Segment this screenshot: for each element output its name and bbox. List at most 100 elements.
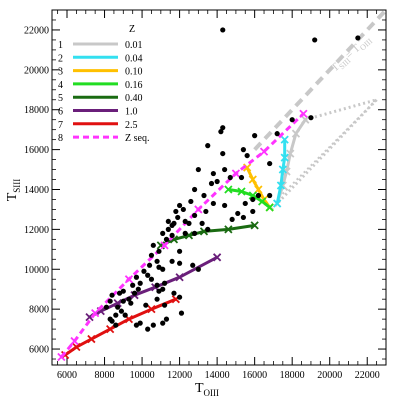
data-point	[235, 210, 241, 217]
data-point	[160, 230, 166, 236]
data-point	[176, 202, 183, 209]
y-axis-title-subscript: SIII	[12, 179, 22, 193]
model-marker-6	[85, 312, 94, 322]
data-point	[252, 133, 258, 139]
model-marker-2	[280, 153, 289, 162]
data-point	[289, 117, 295, 123]
model-marker-5	[224, 225, 233, 234]
data-point	[137, 280, 143, 286]
data-point	[173, 208, 179, 215]
data-point	[130, 282, 136, 288]
data-point	[308, 115, 314, 121]
x-tick-label: 16000	[242, 370, 267, 381]
data-point	[240, 147, 246, 153]
gray-dotted-extension	[270, 98, 378, 211]
model-marker-4	[224, 185, 233, 194]
model-marker-2	[273, 199, 282, 208]
data-point	[163, 316, 170, 322]
data-point	[222, 166, 228, 173]
model-marker-2	[276, 181, 286, 190]
y-tick-label: 22000	[24, 25, 49, 36]
data-point	[192, 186, 198, 193]
data-point	[250, 208, 256, 215]
data-point	[220, 150, 226, 157]
data-point	[244, 152, 250, 159]
data-point	[148, 252, 155, 258]
data-point	[171, 290, 177, 296]
data-point	[163, 236, 170, 242]
model-marker-8	[124, 275, 134, 284]
x-axis-title: TOIII	[195, 381, 219, 398]
data-point	[145, 326, 151, 332]
legend-number: 8	[58, 133, 63, 144]
x-axis-title-subscript: OIII	[204, 388, 220, 398]
model-marker-8	[299, 109, 308, 118]
data-point	[133, 274, 140, 280]
data-point	[220, 27, 226, 33]
legend-number: 2	[58, 53, 63, 64]
data-point	[109, 318, 115, 324]
data-point	[208, 180, 215, 187]
data-point	[210, 170, 216, 177]
model-marker-4	[237, 187, 246, 196]
model-marker-6	[212, 253, 222, 262]
model-marker-7	[87, 334, 96, 344]
model-marker-8	[57, 352, 66, 362]
data-point	[240, 214, 246, 221]
data-point	[113, 312, 119, 318]
data-point	[128, 300, 134, 306]
data-point	[267, 160, 273, 167]
y-tick-label: 16000	[24, 145, 49, 156]
data-point	[165, 226, 171, 232]
y-tick-label: 6000	[29, 345, 49, 356]
data-point	[118, 308, 125, 314]
legend-number: 3	[58, 67, 63, 78]
data-point	[145, 272, 151, 278]
data-point	[176, 260, 183, 266]
identity-line	[253, 8, 388, 151]
data-point	[180, 206, 186, 213]
x-tick-label: 10000	[130, 370, 155, 381]
data-point	[188, 198, 194, 205]
gray-dotted-extension	[278, 99, 378, 199]
model-marker-1	[291, 129, 301, 138]
data-point	[176, 248, 183, 254]
model-marker-8	[160, 241, 169, 250]
data-point	[122, 312, 128, 318]
data-point	[107, 298, 113, 304]
model-marker-4	[248, 191, 257, 200]
legend-label: 0.10	[125, 67, 143, 78]
data-point	[214, 178, 220, 185]
data-point	[154, 258, 160, 264]
data-point	[250, 196, 256, 203]
data-point	[312, 37, 318, 43]
data-point	[115, 304, 121, 310]
data-point	[150, 242, 156, 248]
y-tick-label: 8000	[29, 305, 49, 316]
data-point	[199, 220, 205, 226]
data-point	[192, 230, 198, 236]
data-point	[227, 174, 233, 181]
model-marker-2	[278, 165, 287, 174]
x-tick-label: 22000	[355, 370, 380, 381]
data-point	[190, 262, 196, 268]
x-tick-label: 18000	[280, 370, 305, 381]
data-point	[116, 290, 123, 296]
data-point	[355, 35, 361, 41]
data-point	[141, 268, 147, 274]
model-marker-1	[301, 115, 310, 124]
data-point	[135, 286, 141, 292]
model-marker-6	[175, 273, 184, 282]
y-tick-label: 12000	[24, 225, 49, 236]
data-point	[154, 282, 160, 288]
data-point	[169, 258, 175, 264]
data-point	[222, 202, 228, 209]
data-point	[120, 298, 126, 304]
data-point	[267, 192, 273, 199]
model-line-7	[64, 297, 177, 357]
legend-number: 4	[58, 80, 63, 91]
legend-number: 7	[58, 120, 63, 131]
legend-label: 1.0	[125, 107, 138, 118]
data-point	[161, 302, 168, 308]
